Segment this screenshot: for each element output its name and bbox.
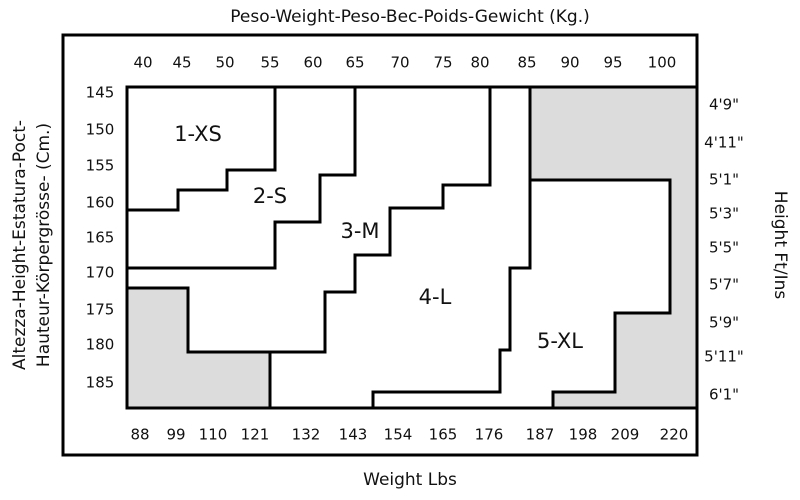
cm-label: 145 <box>86 84 115 102</box>
kg-label: 70 <box>390 54 409 72</box>
gray-region <box>530 87 697 408</box>
lbs-label: 154 <box>384 426 413 444</box>
cm-label: 175 <box>86 301 115 319</box>
ft-label: 5'5" <box>709 239 739 257</box>
ft-label: 5'7" <box>709 276 739 294</box>
cm-label: 165 <box>86 229 115 247</box>
lbs-label: 88 <box>130 426 149 444</box>
lbs-label: 143 <box>339 426 368 444</box>
cm-label: 150 <box>86 121 115 139</box>
ft-label: 4'9" <box>709 96 739 114</box>
lbs-label: 209 <box>611 426 640 444</box>
cm-label: 180 <box>86 336 115 354</box>
boundary <box>127 87 277 212</box>
boundary <box>530 178 672 408</box>
size-label: 1-XS <box>174 122 222 146</box>
kg-label: 50 <box>215 54 234 72</box>
size-label: 2-S <box>253 184 287 208</box>
cm-title: Hauteur-Körpergrösse- (Cm.) <box>34 123 54 367</box>
ft-label: 5'3" <box>709 205 739 223</box>
ft-label: 5'11" <box>704 348 744 366</box>
cm-title: Altezza-Height-Estatura-Poct- <box>10 120 30 370</box>
ft-label: 5'9" <box>709 314 739 332</box>
lbs-label: 176 <box>475 426 504 444</box>
kg-title: Peso-Weight-Peso-Bec-Poids-Gewicht (Kg.) <box>230 7 590 27</box>
kg-label: 60 <box>303 54 322 72</box>
kg-label: 75 <box>433 54 452 72</box>
cm-label: 170 <box>86 264 115 282</box>
kg-label: 100 <box>648 54 677 72</box>
cm-label: 155 <box>86 157 115 175</box>
size-label: 4-L <box>419 285 452 309</box>
lbs-label: 187 <box>526 426 555 444</box>
lbs-label: 121 <box>241 426 270 444</box>
boundary <box>371 87 532 408</box>
lbs-label: 165 <box>429 426 458 444</box>
ft-label: 4'11" <box>704 134 744 152</box>
kg-label: 45 <box>172 54 191 72</box>
boundary <box>127 87 357 270</box>
kg-label: 85 <box>517 54 536 72</box>
lbs-label: 198 <box>569 426 598 444</box>
grid-frame <box>125 85 699 410</box>
cm-label: 160 <box>86 194 115 212</box>
kg-label: 40 <box>133 54 152 72</box>
lbs-label: 110 <box>199 426 228 444</box>
kg-label: 65 <box>345 54 364 72</box>
kg-label: 80 <box>470 54 489 72</box>
gray-region <box>127 288 270 408</box>
labels: 40 45 50 55 60 65 70 75 80 85 90 95 100 88 99 110 121 132… <box>86 54 744 444</box>
size-label: 3-M <box>340 219 379 243</box>
ft-title: Height Ft/Ins <box>770 191 790 300</box>
kg-label: 55 <box>260 54 279 72</box>
lbs-title: Weight Lbs <box>363 470 457 490</box>
lbs-label: 132 <box>292 426 321 444</box>
size-label: 5-XL <box>537 329 583 353</box>
ft-label: 6'1" <box>709 386 739 404</box>
boundary <box>188 87 492 354</box>
kg-label: 95 <box>603 54 622 72</box>
ft-label: 5'1" <box>709 171 739 189</box>
lbs-label: 220 <box>660 426 689 444</box>
kg-label: 90 <box>560 54 579 72</box>
cm-label: 185 <box>86 374 115 392</box>
lbs-label: 99 <box>166 426 185 444</box>
